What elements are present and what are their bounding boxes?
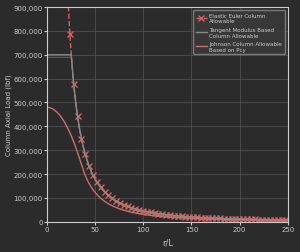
Line: Johnson Column Allowable
Based on Pcy: Johnson Column Allowable Based on Pcy: [47, 108, 288, 221]
Elastic Euler Column
Allowable: [286, 219, 290, 222]
Tangent Modulus Based
Column Allowable: [89, 170, 93, 173]
Johnson Column Allowable
Based on Pcy: [225, 218, 229, 221]
Johnson Column Allowable
Based on Pcy: [286, 219, 290, 222]
Tangent Modulus Based
Column Allowable: [286, 219, 290, 222]
Tangent Modulus Based
Column Allowable: [137, 209, 141, 212]
Line: Tangent Modulus Based
Column Allowable: Tangent Modulus Based Column Allowable: [47, 55, 288, 220]
Johnson Column Allowable
Based on Pcy: [202, 217, 206, 220]
Tangent Modulus Based
Column Allowable: [190, 216, 194, 219]
Y-axis label: Column Axial Load (lbf): Column Axial Load (lbf): [6, 74, 12, 155]
Legend: Elastic Euler Column
Allowable, Tangent Modulus Based
Column Allowable, Johnson : Elastic Euler Column Allowable, Tangent …: [193, 11, 285, 55]
Johnson Column Allowable
Based on Pcy: [89, 185, 93, 188]
Johnson Column Allowable
Based on Pcy: [190, 217, 194, 220]
Johnson Column Allowable
Based on Pcy: [137, 212, 141, 215]
Line: Elastic Euler Column
Allowable: Elastic Euler Column Allowable: [52, 0, 291, 223]
Elastic Euler Column
Allowable: [231, 217, 235, 220]
Elastic Euler Column
Allowable: [104, 192, 108, 195]
Tangent Modulus Based
Column Allowable: [225, 217, 229, 220]
Tangent Modulus Based
Column Allowable: [243, 218, 247, 221]
X-axis label: r/L: r/L: [162, 237, 173, 246]
Elastic Euler Column
Allowable: [214, 217, 217, 220]
Johnson Column Allowable
Based on Pcy: [243, 218, 247, 222]
Elastic Euler Column
Allowable: [180, 215, 183, 218]
Johnson Column Allowable
Based on Pcy: [46, 106, 49, 109]
Elastic Euler Column
Allowable: [268, 218, 272, 221]
Tangent Modulus Based
Column Allowable: [202, 216, 206, 219]
Elastic Euler Column
Allowable: [138, 209, 141, 212]
Tangent Modulus Based
Column Allowable: [46, 54, 49, 57]
